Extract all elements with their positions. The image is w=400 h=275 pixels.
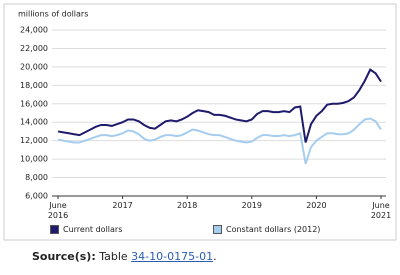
y-tick-label: 22,000 (20, 44, 48, 53)
legend-swatch (213, 225, 222, 234)
y-tick-label: 10,000 (20, 155, 48, 164)
legend-entry: Current dollars (50, 225, 122, 234)
y-tick-label: 18,000 (20, 81, 48, 90)
y-tick-label: 16,000 (20, 99, 48, 108)
x-tick-label: 2018 (177, 201, 198, 210)
source-text: Table (99, 250, 128, 263)
series-line (57, 117, 382, 165)
x-tick-label: June 2021 (370, 201, 392, 220)
y-tick-label: 14,000 (20, 118, 48, 127)
source: Source(s): Table 34-10-0175-01. (32, 250, 217, 263)
y-axis-label: millions of dollars (18, 10, 88, 19)
y-tick-label: 20,000 (20, 62, 48, 71)
y-tick-label: 8,000 (25, 173, 48, 182)
legend-label: Constant dollars (2012) (226, 225, 321, 234)
legend-label: Current dollars (63, 225, 123, 234)
chart-frame (3, 3, 397, 241)
y-tick-label: 24,000 (20, 26, 48, 35)
source-label: Source(s): (32, 250, 96, 263)
legend-entry: Constant dollars (2012) (213, 225, 320, 234)
x-tick-label: 2017 (112, 201, 133, 210)
legend-swatch (50, 225, 59, 234)
series-line (57, 68, 382, 143)
source-link[interactable]: 34-10-0175-01 (131, 250, 214, 263)
source-end: . (213, 250, 217, 263)
x-tick-label: June 2016 (47, 201, 69, 220)
x-tick-label: 2020 (306, 201, 327, 210)
x-tick-label: 2019 (241, 201, 262, 210)
y-tick-label: 12,000 (20, 136, 48, 145)
y-tick-label: 6,000 (25, 192, 48, 201)
